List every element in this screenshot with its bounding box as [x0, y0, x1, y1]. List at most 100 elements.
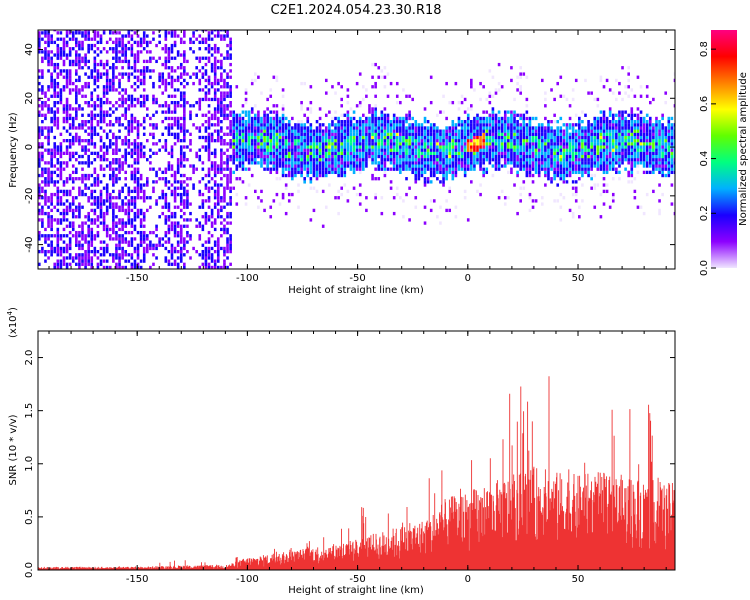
spectrogram-cell: [328, 167, 331, 171]
spectrogram-cell: [93, 107, 97, 111]
spectrogram-cell: [426, 158, 430, 162]
spectrogram-cell: [47, 43, 50, 48]
spectrogram-cell: [479, 129, 482, 133]
spectrogram-cell: [198, 154, 202, 159]
spectrogram-cell: [142, 234, 146, 238]
spectrogram-cell: [121, 37, 124, 41]
spectrogram-cell: [460, 164, 464, 168]
spectrogram-cell: [192, 31, 195, 35]
spectrogram-cell: [139, 196, 143, 200]
spectrogram-cell: [624, 139, 627, 143]
spectrogram-cell: [584, 132, 587, 136]
spectrogram-cell: [56, 94, 60, 98]
spectrogram-cell: [38, 69, 41, 73]
spectrogram-cell: [201, 262, 205, 266]
spectrogram-cell: [439, 151, 442, 155]
spectrogram-cell: [99, 97, 103, 102]
spectrogram-cell: [229, 37, 232, 41]
spectrogram-cell: [411, 123, 414, 127]
spectrogram-cell: [139, 43, 143, 48]
spectrogram-cell: [436, 132, 439, 136]
spectrogram-cell: [328, 110, 331, 114]
spectrogram-cell: [223, 227, 226, 232]
spectrogram-cell: [173, 177, 177, 181]
spectrogram-cell: [90, 227, 94, 232]
spectrogram-cell: [68, 208, 72, 213]
spectrogram-cell: [198, 78, 202, 83]
spectrogram-cell: [41, 221, 44, 225]
spectrogram-cell: [340, 139, 344, 143]
spectrogram-cell: [291, 132, 294, 136]
spectrogram-cell: [439, 145, 442, 149]
spectrogram-cell: [207, 56, 211, 60]
spectrogram-cell: [615, 148, 618, 152]
spectrogram-cell: [183, 189, 186, 194]
spectrogram-cell: [550, 148, 553, 152]
spectrogram-cell: [346, 199, 350, 203]
spectrogram-cell: [216, 88, 220, 92]
spectrogram-cell: [50, 170, 53, 175]
spectrogram-cell: [287, 158, 291, 162]
spectrogram-cell: [90, 47, 94, 51]
spectrogram-cell: [448, 148, 452, 152]
spectrogram-cell: [133, 97, 137, 102]
spectrogram-cell: [540, 151, 544, 155]
spectrogram-cell: [346, 123, 350, 127]
spectrogram-cell: [624, 167, 627, 171]
spectrogram-cell: [183, 40, 186, 45]
spectrogram-cell: [207, 139, 211, 143]
spectrogram-cell: [358, 132, 362, 136]
spectrogram-cell: [115, 246, 118, 251]
spectrogram-cell: [476, 113, 479, 117]
spectrogram-cell: [371, 173, 374, 178]
spectrogram-cell: [525, 129, 529, 133]
spectrogram-cell: [587, 91, 590, 95]
spectrogram-cell: [93, 177, 97, 181]
spectrogram-cell: [429, 132, 433, 136]
spectrogram-cell: [281, 132, 285, 136]
spectrogram-cell: [50, 129, 53, 133]
spectrogram-cell: [306, 151, 310, 155]
spectrogram-cell: [611, 113, 615, 117]
spectrogram-cell: [179, 234, 183, 238]
spectrogram-cell: [179, 126, 183, 130]
spectrogram-cell: [226, 91, 229, 95]
spectrogram-cell: [195, 154, 198, 159]
spectrogram-cell: [605, 158, 609, 162]
spectrogram-cell: [124, 116, 128, 121]
spectrogram-cell: [216, 243, 220, 247]
spectrogram-cell: [590, 173, 593, 178]
spectrogram-cell: [321, 189, 325, 194]
spectrogram-cell: [618, 164, 621, 168]
spectrogram-cell: [229, 62, 232, 67]
spectrogram-cell: [432, 126, 436, 130]
spectrogram-cell: [565, 126, 569, 130]
spectrogram-cell: [161, 170, 165, 175]
spectrogram-cell: [340, 186, 344, 190]
spectrogram-cell: [59, 262, 63, 266]
spectrogram-cell: [494, 167, 498, 171]
spectrogram-cell: [611, 142, 615, 146]
spectrogram-cell: [479, 164, 482, 168]
spectrogram-cell: [445, 161, 448, 165]
spectrogram-cell: [210, 85, 214, 89]
spectrogram-cell: [136, 262, 140, 266]
spectrogram-cell: [112, 72, 115, 76]
spectrogram-cell: [247, 116, 251, 121]
spectrogram-cell: [133, 139, 137, 143]
spectrogram-cell: [124, 139, 128, 143]
spectrogram-cell: [173, 249, 177, 254]
spectrogram-cell: [346, 129, 350, 133]
spectrogram-cell: [75, 53, 78, 57]
spectrogram-cell: [260, 116, 263, 121]
spectrogram-cell: [93, 202, 97, 206]
spectrogram-cell: [321, 164, 325, 168]
spectrogram-cell: [56, 85, 60, 89]
spectrogram-cell: [578, 177, 581, 181]
spectrogram-cell: [494, 154, 498, 159]
spectrogram-cell: [201, 161, 205, 165]
spectrogram-cell: [291, 129, 294, 133]
spectrogram-cell: [173, 186, 177, 190]
spectrogram-cell: [281, 167, 285, 171]
spectrogram-cell: [355, 139, 359, 143]
